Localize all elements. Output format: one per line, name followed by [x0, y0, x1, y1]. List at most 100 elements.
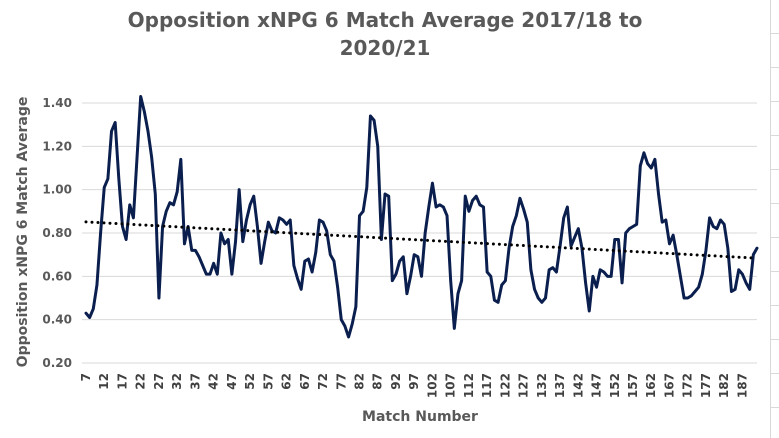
data-point — [719, 218, 722, 222]
data-point — [577, 227, 580, 230]
data-point — [460, 279, 463, 282]
data-point — [146, 129, 150, 133]
data-point — [522, 207, 525, 211]
data-point — [219, 231, 223, 235]
data-point — [121, 225, 124, 228]
x-tick-label: 172 — [681, 373, 695, 398]
data-point — [715, 227, 719, 230]
data-point — [496, 301, 500, 304]
data-point — [132, 216, 135, 220]
data-point — [205, 272, 208, 276]
data-point — [631, 225, 635, 228]
x-tick-label: 42 — [207, 373, 221, 390]
data-point — [471, 199, 474, 202]
data-point — [172, 203, 175, 207]
data-point — [755, 246, 759, 250]
data-point — [566, 205, 569, 209]
x-tick-label: 37 — [188, 373, 202, 390]
data-point — [485, 270, 489, 274]
data-point — [464, 194, 467, 198]
data-point — [380, 238, 383, 241]
data-point — [154, 192, 157, 196]
data-point — [212, 262, 215, 265]
data-point — [252, 194, 255, 198]
data-point — [449, 279, 452, 282]
data-point — [726, 246, 730, 250]
data-point — [190, 249, 193, 252]
data-point — [562, 216, 565, 220]
data-point — [165, 210, 168, 213]
data-point — [103, 186, 106, 189]
data-point — [124, 238, 128, 241]
x-tick-label: 182 — [717, 373, 731, 398]
data-point — [664, 218, 668, 222]
data-point — [405, 292, 409, 295]
y-tick-label: 1.20 — [42, 139, 72, 153]
data-point — [515, 214, 518, 217]
x-tick-label: 187 — [735, 373, 749, 398]
data-point — [259, 262, 263, 265]
x-tick-label: 92 — [389, 373, 403, 390]
data-point — [613, 238, 616, 241]
data-point — [347, 335, 350, 339]
data-point — [431, 181, 434, 185]
data-point — [544, 296, 547, 300]
y-tick-label: 1.00 — [42, 183, 72, 197]
series-line — [84, 95, 759, 339]
data-point — [201, 264, 204, 267]
x-tick-label: 22 — [134, 373, 148, 390]
data-point — [453, 327, 456, 330]
data-point — [106, 177, 110, 181]
y-tick-label: 0.80 — [42, 226, 72, 240]
y-tick-label: 0.40 — [42, 313, 72, 327]
data-point — [741, 272, 744, 276]
data-point — [478, 203, 482, 207]
data-point — [537, 296, 540, 300]
data-point — [551, 266, 554, 269]
data-point — [383, 192, 387, 196]
x-tick-label: 32 — [170, 373, 184, 390]
x-tick-label: 122 — [498, 373, 512, 398]
data-point — [416, 255, 420, 259]
data-point — [423, 231, 427, 235]
data-point — [598, 268, 602, 272]
data-point — [150, 155, 153, 159]
data-point — [263, 240, 266, 243]
data-point — [113, 121, 117, 124]
x-tick-label: 162 — [644, 373, 658, 398]
data-point — [340, 318, 343, 321]
data-point — [143, 110, 146, 113]
data-point — [332, 259, 336, 263]
data-point — [588, 309, 591, 313]
data-point — [314, 251, 317, 254]
data-point — [194, 249, 197, 252]
data-point — [128, 203, 131, 207]
data-point — [369, 114, 372, 118]
data-point — [413, 253, 416, 256]
data-point — [489, 275, 492, 278]
data-point — [752, 253, 755, 256]
data-point — [99, 231, 102, 235]
data-point — [722, 223, 726, 226]
data-point — [511, 225, 514, 228]
data-point — [686, 296, 689, 300]
data-point — [628, 227, 631, 230]
data-point — [387, 194, 390, 198]
x-tick-label: 147 — [590, 373, 604, 398]
data-point — [110, 129, 113, 133]
data-point — [307, 257, 310, 261]
data-point — [507, 246, 511, 250]
data-point — [555, 270, 558, 274]
data-point — [540, 301, 544, 304]
data-point — [234, 240, 237, 243]
data-point — [372, 119, 376, 122]
data-point — [526, 220, 529, 224]
data-point — [303, 259, 306, 263]
data-point — [168, 201, 172, 204]
data-point — [624, 231, 627, 235]
data-point — [434, 205, 438, 209]
data-point — [139, 95, 142, 98]
x-axis-tick-labels: 7 12 17 22 27 32 37 42 47 52 57 62 67 72 77 82 87 92 97 102… — [79, 373, 749, 398]
data-point — [354, 305, 358, 308]
chart-title-line-2: 2020/21 — [340, 36, 431, 60]
